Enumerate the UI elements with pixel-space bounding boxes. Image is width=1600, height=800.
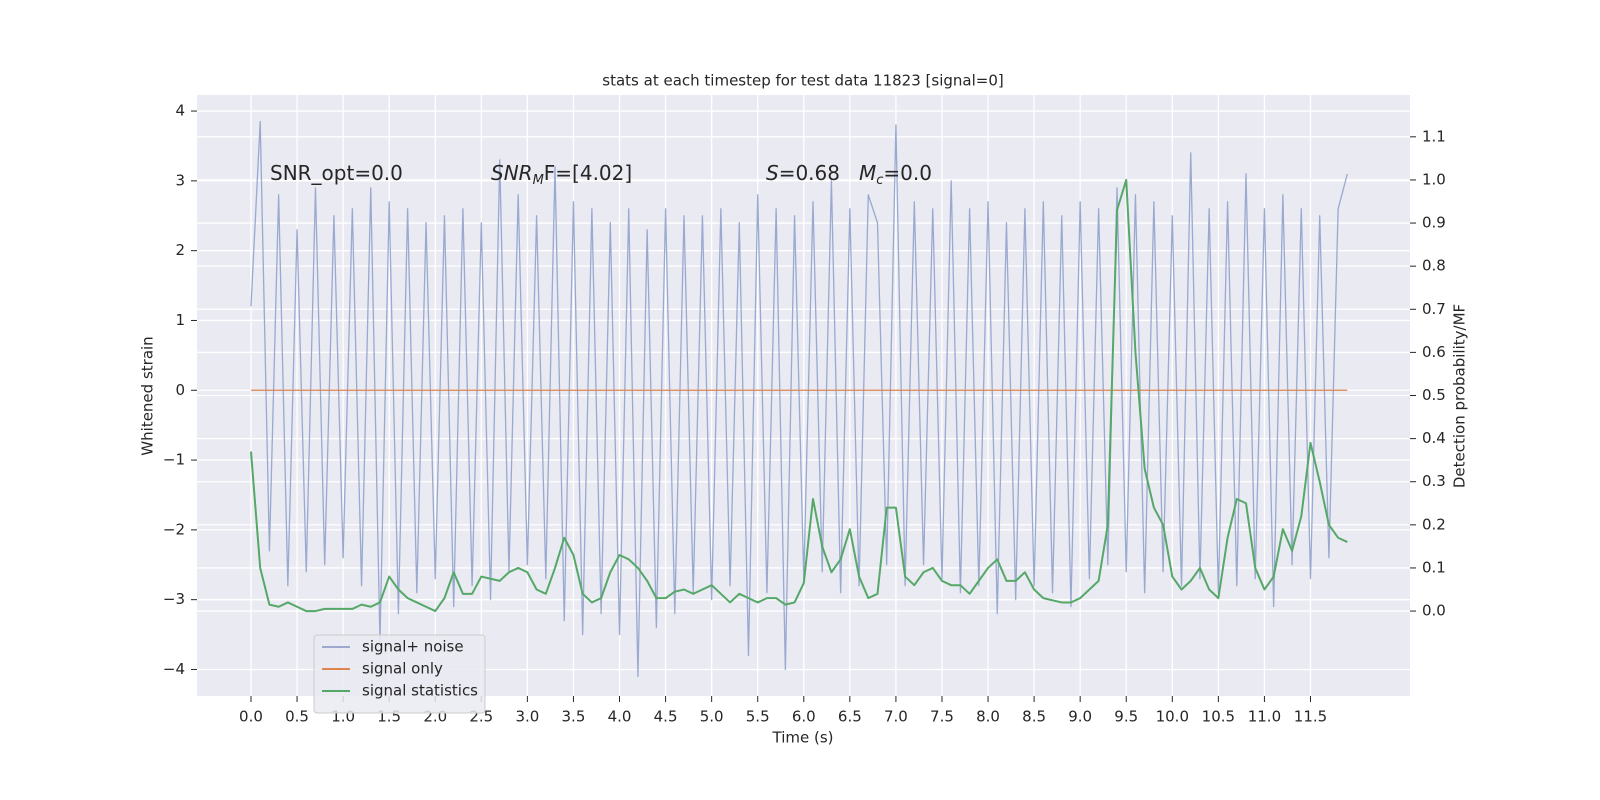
y2-tick-label: 0.4 [1422,429,1446,447]
y-tick-label: 2 [175,241,185,259]
y-tick-label: −2 [163,520,185,538]
x-tick-label: 9.5 [1114,708,1138,726]
legend-label: signal only [362,660,443,678]
annotation-subscript: M [533,173,544,188]
x-tick-label: 11.5 [1294,708,1327,726]
x-axis-label: Time (s) [772,729,834,747]
legend-label: signal+ noise [362,638,464,656]
legend-box [313,634,486,714]
x-tick-label: 11.0 [1248,708,1281,726]
x-tick-label: 10.0 [1156,708,1189,726]
annotation-text: =0.0 [883,161,932,185]
annotations: SNR_opt=0.0 SNRMF=[4.02] S=0.68 Mc=0.0 [270,161,932,188]
y2-tick-label: 0.7 [1422,300,1446,318]
y2-tick-label: 0.5 [1422,386,1446,404]
x-tick-label: 8.5 [1022,708,1046,726]
x-tick-label: 7.5 [930,708,954,726]
data-layer [249,120,1348,678]
y-tick-label: 0 [175,381,185,399]
x-tick-label: 6.0 [792,708,816,726]
y-tick-label: 1 [175,311,185,329]
x-tick-label: 4.5 [654,708,678,726]
x-tick-label: 0.5 [285,708,309,726]
annotation: SNRMF=[4.02] [491,161,632,188]
y-tick-label: −4 [163,660,185,678]
y2-axis-label: Detection probability/MF [1451,304,1469,488]
chart-title: stats at each timestep for test data 118… [602,72,1003,90]
x-tick-label: 5.0 [700,708,724,726]
series-line [249,178,1348,613]
x-tick-label: 3.0 [515,708,539,726]
annotation-symbol: SNR [491,161,533,185]
y2-tick-label: 0.9 [1422,214,1446,232]
x-tick-label: 4.0 [608,708,632,726]
y2-tick-label: 1.1 [1422,127,1446,145]
x-tick-label: 0.0 [239,708,263,726]
annotation-text: F=[4.02] [544,161,632,185]
y2-tick-label: 0.8 [1422,257,1446,275]
series-line [250,120,1348,678]
annotation-symbol: S [766,161,779,185]
annotation: S=0.68 [766,161,840,185]
annotation: SNR_opt=0.0 [270,161,403,185]
axes: 0.0 0.5 1.0 1.5 2.0 2.5 3.0 3.5 4.0 4.5 5.0 5.5 6.0 6… [163,102,1446,726]
y2-tick-label: 0.0 [1422,602,1446,620]
y2-tick-label: 0.2 [1422,515,1446,533]
x-tick-label: 6.5 [838,708,862,726]
x-tick-label: 3.5 [562,708,586,726]
y-tick-label: −3 [163,590,185,608]
annotation-subscript: c [876,173,883,188]
x-tick-label: 9.0 [1068,708,1092,726]
x-tick-label: 10.5 [1202,708,1235,726]
annotation-text: =0.68 [779,161,840,185]
x-tick-label: 7.0 [884,708,908,726]
y2-tick-label: 0.1 [1422,558,1446,576]
y2-tick-label: 1.0 [1422,170,1446,188]
y-tick-label: 4 [175,102,185,120]
legend-label: signal statistics [362,682,478,700]
y-tick-label: −1 [163,451,185,469]
y2-tick-label: 0.6 [1422,343,1446,361]
x-tick-label: 8.0 [976,708,1000,726]
annotation-symbol: M [859,161,876,185]
y2-tick-label: 0.3 [1422,472,1446,490]
annotation-text: SNR_opt=0.0 [270,161,403,185]
annotation: Mc=0.0 [859,161,932,188]
legend: signal+ noise signal only signal statistic… [313,634,486,714]
x-tick-label: 5.5 [746,708,770,726]
y-axis-label: Whitened strain [139,336,157,455]
y-tick-label: 3 [175,171,185,189]
